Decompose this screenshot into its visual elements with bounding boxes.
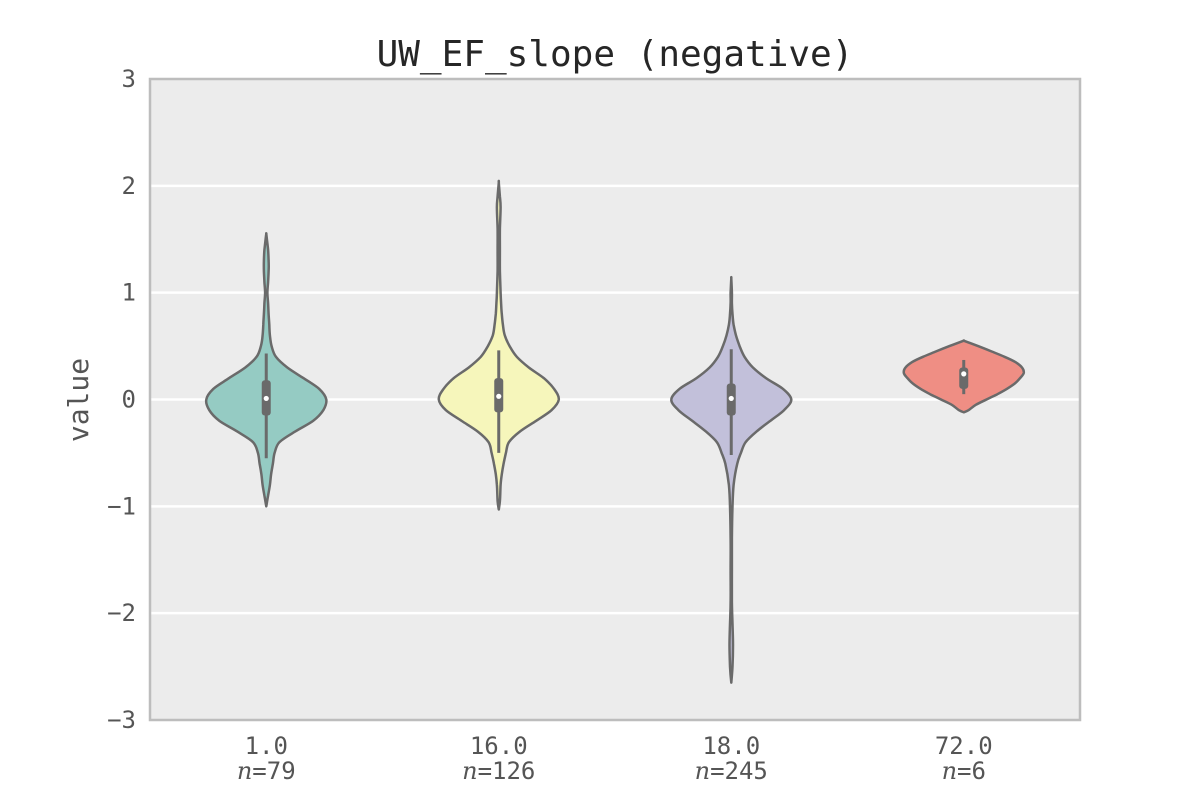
n-symbol: n [942,757,957,785]
violin-median-marker [263,395,269,402]
y-tick-label: 2 [122,172,136,200]
n-symbol: n [462,757,477,785]
n-count-value: =6 [957,757,986,785]
y-tick-label: −3 [107,706,136,734]
n-count-label: n=126 [462,757,535,785]
n-count-label: n=245 [695,757,768,785]
n-symbol: n [237,757,252,785]
n-count-value: =245 [710,757,768,785]
y-tick-label: 1 [122,279,136,307]
y-axis-label: value [62,358,95,442]
n-count-label: n=79 [237,757,296,785]
violin-iqr-box [959,367,969,389]
x-tick-label: 72.0 [935,732,993,760]
violin-body-18.0 [670,275,793,684]
violins [204,179,1026,684]
violin-body-16.0 [437,179,561,511]
x-tick-label: 18.0 [702,732,760,760]
y-tick-labels: −3 −2 −1 0 1 2 3 [107,65,136,734]
y-tick-label: −2 [107,599,136,627]
chart-title: UW_EF_slope (negative) [377,34,854,75]
n-symbol: n [695,757,710,785]
plot-frame [148,77,1082,722]
n-count-value: =126 [478,757,536,785]
y-tick-label: −1 [107,492,136,520]
violin-median-marker [961,371,967,377]
n-count-value: =79 [252,757,295,785]
x-tick-label: 16.0 [470,732,528,760]
y-tick-label: 3 [122,65,136,93]
violin-median-marker [496,393,502,399]
y-tick-label: 0 [122,386,136,414]
x-tick-label: 1.0 [245,732,288,760]
n-count-label: n=6 [942,757,986,785]
violin-median-marker [728,395,734,402]
